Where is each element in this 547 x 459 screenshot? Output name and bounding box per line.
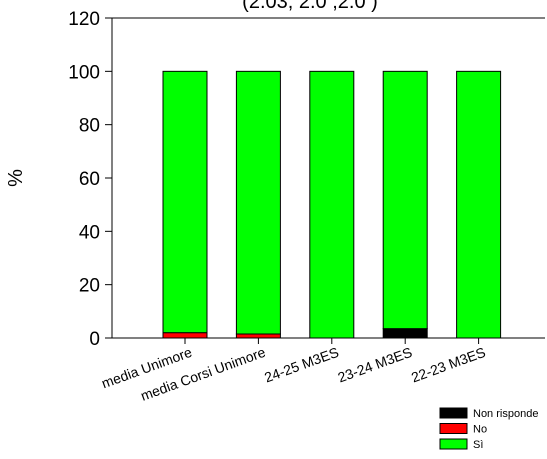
bar-segment [309, 70, 355, 339]
bar-segment [235, 333, 281, 339]
legend-swatch [439, 407, 468, 419]
y-tick-label: 60 [79, 169, 100, 190]
x-category-label: 22-23 M3ES [409, 344, 488, 386]
bars [162, 70, 502, 339]
y-tick-label: 0 [89, 329, 100, 350]
legend-swatch [439, 423, 468, 434]
y-tick-label: 100 [68, 62, 100, 83]
y-tick-label: 80 [79, 116, 100, 137]
bar-segment [382, 70, 428, 330]
y-tick-label: 20 [79, 276, 100, 297]
legend: Non risponde No Sì [439, 407, 538, 451]
y-tick-label: 40 [79, 222, 100, 243]
x-category-label: media Corsi Unimore [138, 344, 267, 404]
chart-title: (2.03, 2.0 ,2.0 ) [242, 0, 378, 13]
legend-label: Sì [473, 439, 483, 451]
y-axis: 0 20 40 60 80 100 120 [68, 9, 112, 350]
y-tick-label: 120 [68, 9, 100, 30]
x-category-label: 24-25 M3ES [262, 344, 341, 386]
legend-label: No [473, 424, 487, 436]
y-axis-label: % [5, 169, 27, 187]
bar-segment [456, 70, 502, 339]
legend-label: Non risponde [473, 408, 538, 420]
bar-segment [162, 70, 208, 334]
legend-swatch [439, 438, 468, 450]
bar-segment [162, 332, 208, 339]
x-category-label: 23-24 M3ES [336, 344, 415, 386]
bar-segment [235, 70, 281, 335]
bar-segment [382, 328, 428, 339]
